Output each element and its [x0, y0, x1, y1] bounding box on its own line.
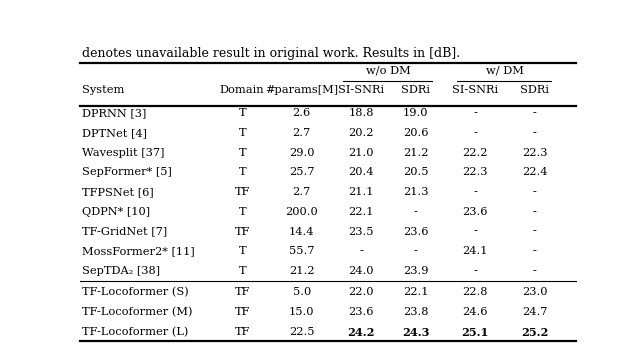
- Text: T: T: [238, 266, 246, 276]
- Text: 2.6: 2.6: [292, 108, 311, 118]
- Text: -: -: [533, 108, 537, 118]
- Text: T: T: [238, 207, 246, 217]
- Text: 22.0: 22.0: [349, 287, 374, 297]
- Text: TF-GridNet [7]: TF-GridNet [7]: [83, 226, 168, 236]
- Text: -: -: [533, 226, 537, 236]
- Text: 21.1: 21.1: [349, 187, 374, 197]
- Text: 19.0: 19.0: [403, 108, 429, 118]
- Text: TF: TF: [234, 226, 250, 236]
- Text: 14.4: 14.4: [289, 226, 314, 236]
- Text: -: -: [474, 226, 477, 236]
- Text: 20.5: 20.5: [403, 167, 429, 177]
- Text: 24.1: 24.1: [463, 246, 488, 256]
- Text: 23.0: 23.0: [522, 287, 548, 297]
- Text: -: -: [533, 187, 537, 197]
- Text: w/ DM: w/ DM: [486, 66, 524, 75]
- Text: 23.6: 23.6: [463, 207, 488, 217]
- Text: -: -: [414, 246, 418, 256]
- Text: SI-SNRi: SI-SNRi: [452, 85, 499, 95]
- Text: T: T: [238, 108, 246, 118]
- Text: SepFormer* [5]: SepFormer* [5]: [83, 167, 172, 177]
- Text: 24.6: 24.6: [463, 307, 488, 317]
- Text: SepTDA₂ [38]: SepTDA₂ [38]: [83, 266, 161, 276]
- Text: -: -: [533, 207, 537, 217]
- Text: 29.0: 29.0: [289, 148, 314, 157]
- Text: 21.2: 21.2: [403, 148, 429, 157]
- Text: 18.8: 18.8: [349, 108, 374, 118]
- Text: 22.1: 22.1: [349, 207, 374, 217]
- Text: 15.0: 15.0: [289, 307, 314, 317]
- Text: SI-SNRi: SI-SNRi: [338, 85, 384, 95]
- Text: DPRNN [3]: DPRNN [3]: [83, 108, 147, 118]
- Text: System: System: [83, 85, 125, 95]
- Text: 24.3: 24.3: [402, 327, 429, 338]
- Text: 22.3: 22.3: [522, 148, 548, 157]
- Text: 20.4: 20.4: [349, 167, 374, 177]
- Text: TF-Locoformer (L): TF-Locoformer (L): [83, 327, 189, 337]
- Text: w/o DM: w/o DM: [366, 66, 411, 75]
- Text: -: -: [474, 187, 477, 197]
- Text: TF: TF: [234, 187, 250, 197]
- Text: 22.2: 22.2: [463, 148, 488, 157]
- Text: 23.5: 23.5: [349, 226, 374, 236]
- Text: -: -: [533, 266, 537, 276]
- Text: TF-Locoformer (S): TF-Locoformer (S): [83, 287, 189, 297]
- Text: TF-Locoformer (M): TF-Locoformer (M): [83, 307, 193, 317]
- Text: denotes unavailable result in original work. Results in [dB].: denotes unavailable result in original w…: [83, 48, 461, 61]
- Text: QDPN* [10]: QDPN* [10]: [83, 207, 150, 217]
- Text: 24.0: 24.0: [349, 266, 374, 276]
- Text: SDRi: SDRi: [520, 85, 549, 95]
- Text: 24.7: 24.7: [522, 307, 548, 317]
- Text: T: T: [238, 246, 246, 256]
- Text: -: -: [474, 266, 477, 276]
- Text: 2.7: 2.7: [292, 128, 311, 138]
- Text: 21.2: 21.2: [289, 266, 314, 276]
- Text: 25.2: 25.2: [521, 327, 548, 338]
- Text: -: -: [359, 246, 363, 256]
- Text: 21.0: 21.0: [349, 148, 374, 157]
- Text: 21.3: 21.3: [403, 187, 429, 197]
- Text: 22.8: 22.8: [463, 287, 488, 297]
- Text: 22.5: 22.5: [289, 327, 314, 336]
- Text: SDRi: SDRi: [401, 85, 430, 95]
- Text: -: -: [474, 108, 477, 118]
- Text: TF: TF: [234, 307, 250, 317]
- Text: 20.6: 20.6: [403, 128, 429, 138]
- Text: Wavesplit [37]: Wavesplit [37]: [83, 148, 165, 157]
- Text: -: -: [533, 246, 537, 256]
- Text: 24.2: 24.2: [348, 327, 375, 338]
- Text: 25.7: 25.7: [289, 167, 314, 177]
- Text: TFPSNet [6]: TFPSNet [6]: [83, 187, 154, 197]
- Text: 2.7: 2.7: [292, 187, 311, 197]
- Text: T: T: [238, 167, 246, 177]
- Text: MossFormer2* [11]: MossFormer2* [11]: [83, 246, 195, 256]
- Text: 23.9: 23.9: [403, 266, 429, 276]
- Text: T: T: [238, 128, 246, 138]
- Text: 5.0: 5.0: [292, 287, 311, 297]
- Text: 55.7: 55.7: [289, 246, 314, 256]
- Text: -: -: [474, 128, 477, 138]
- Text: #params[M]: #params[M]: [265, 85, 339, 95]
- Text: 23.8: 23.8: [403, 307, 429, 317]
- Text: 25.1: 25.1: [461, 327, 489, 338]
- Text: -: -: [533, 128, 537, 138]
- Text: 22.3: 22.3: [463, 167, 488, 177]
- Text: TF: TF: [234, 327, 250, 336]
- Text: T: T: [238, 148, 246, 157]
- Text: 20.2: 20.2: [349, 128, 374, 138]
- Text: TF: TF: [234, 287, 250, 297]
- Text: Domain: Domain: [220, 85, 264, 95]
- Text: 22.4: 22.4: [522, 167, 548, 177]
- Text: DPTNet [4]: DPTNet [4]: [83, 128, 147, 138]
- Text: -: -: [414, 207, 418, 217]
- Text: 22.1: 22.1: [403, 287, 429, 297]
- Text: 23.6: 23.6: [403, 226, 429, 236]
- Text: 200.0: 200.0: [285, 207, 318, 217]
- Text: 23.6: 23.6: [349, 307, 374, 317]
